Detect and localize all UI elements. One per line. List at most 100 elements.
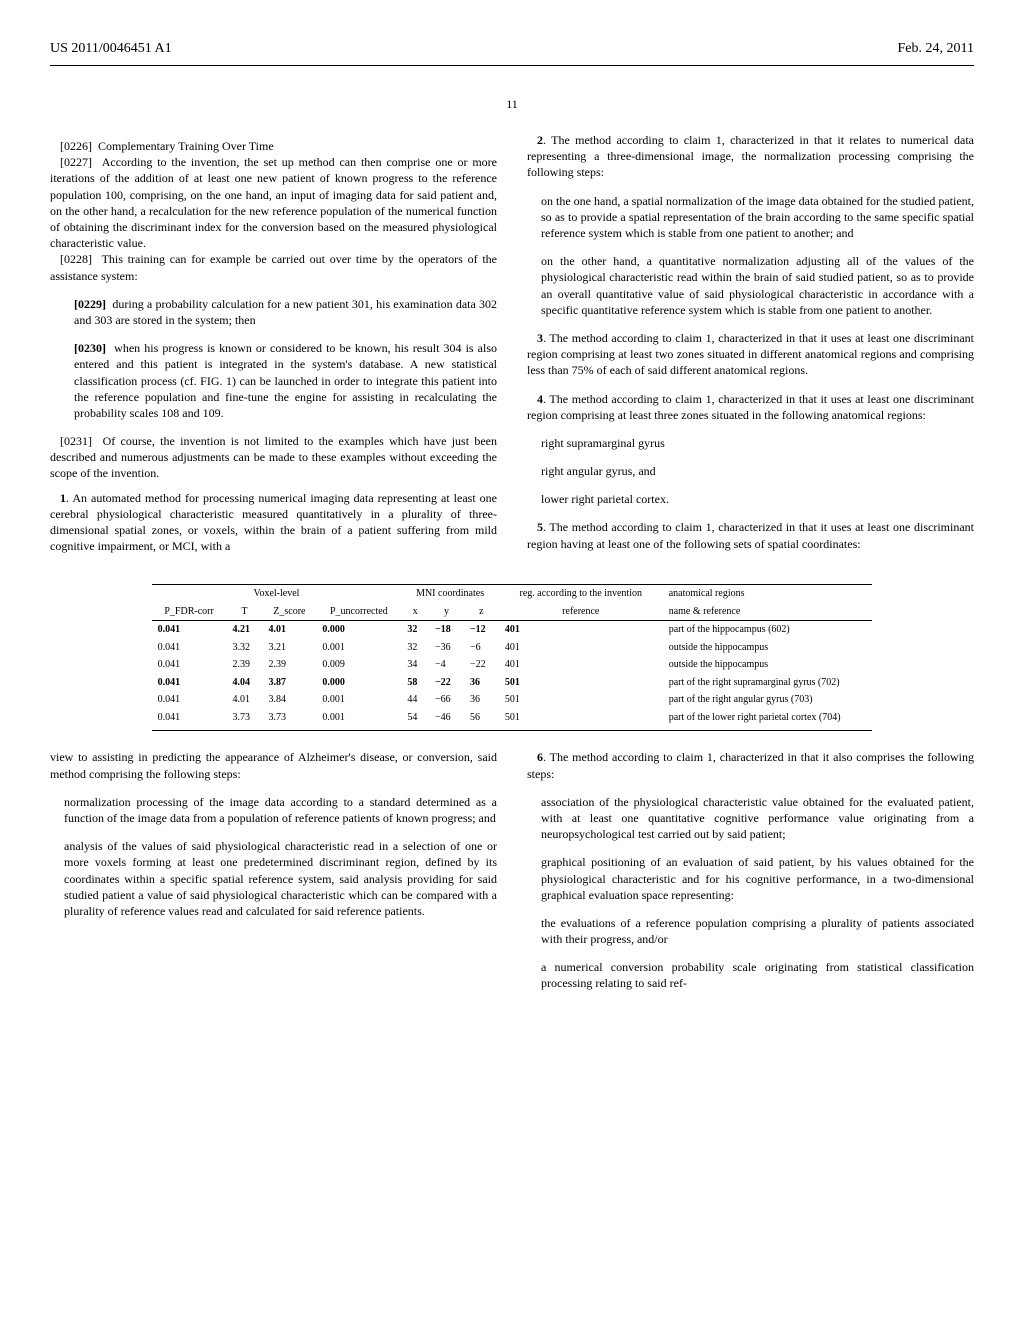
bottom-columns: view to assisting in predicting the appe… <box>50 749 974 1003</box>
th: x <box>401 603 429 621</box>
th: P_uncorrected <box>316 603 401 621</box>
claim-text: . The method according to claim 1, chara… <box>527 750 974 780</box>
table-cell: 401 <box>499 621 663 639</box>
table-cell: 3.87 <box>262 674 316 692</box>
table-cell: 44 <box>401 691 429 709</box>
para-text: during a probability calculation for a n… <box>74 297 497 327</box>
paragraph: [0228] This training can for example be … <box>50 251 497 283</box>
table-cell: 0.001 <box>316 691 401 709</box>
para-text: This training can for example be carried… <box>50 252 497 282</box>
left-col-top: [0226] Complementary Training Over Time … <box>50 132 497 566</box>
para-num: [0229] <box>74 297 106 311</box>
claim-sub: a numerical conversion probability scale… <box>541 959 974 991</box>
page-header: US 2011/0046451 A1 Feb. 24, 2011 <box>50 40 974 59</box>
para-num: [0227] <box>60 155 92 169</box>
th-group: Voxel-level <box>152 585 402 603</box>
table-cell: 32 <box>401 639 429 657</box>
table-cell: 2.39 <box>227 656 263 674</box>
claim-sub: normalization processing of the image da… <box>64 794 497 826</box>
table-cell: 401 <box>499 639 663 657</box>
claim: 1. An automated method for processing nu… <box>50 490 497 555</box>
claim5-table-container: Voxel-level MNI coordinates reg. accordi… <box>50 584 974 731</box>
table-cell: −12 <box>464 621 499 639</box>
claim-sub: right angular gyrus, and <box>541 463 974 479</box>
claim-text: . The method according to claim 1, chara… <box>527 133 974 179</box>
right-col-top: 2. The method according to claim 1, char… <box>527 132 974 566</box>
table-row: 0.0414.214.010.00032−18−12401part of the… <box>152 621 873 639</box>
table-cell: 501 <box>499 709 663 731</box>
claim-text: . The method according to claim 1, chara… <box>527 331 974 377</box>
table-cell: −22 <box>429 674 464 692</box>
table-cell: −6 <box>464 639 499 657</box>
para-text: Complementary Training Over Time <box>98 139 274 153</box>
table-cell: 0.041 <box>152 639 227 657</box>
para-num: [0228] <box>60 252 92 266</box>
claim-sub: on the other hand, a quantitative normal… <box>541 253 974 318</box>
th: y <box>429 603 464 621</box>
th-group: MNI coordinates <box>401 585 499 603</box>
claim: 2. The method according to claim 1, char… <box>527 132 974 181</box>
table-cell: outside the hippocampus <box>663 639 873 657</box>
th: T <box>227 603 263 621</box>
table-cell: 0.001 <box>316 709 401 731</box>
table-cell: 3.73 <box>262 709 316 731</box>
table-cell: 4.01 <box>227 691 263 709</box>
claim-cont: view to assisting in predicting the appe… <box>50 749 497 781</box>
th: Z_score <box>262 603 316 621</box>
table-cell: 4.21 <box>227 621 263 639</box>
th: reference <box>499 603 663 621</box>
table-cell: 501 <box>499 674 663 692</box>
table-cell: part of the lower right parietal cortex … <box>663 709 873 731</box>
table-cell: 0.041 <box>152 621 227 639</box>
table-row: 0.0414.043.870.00058−2236501part of the … <box>152 674 873 692</box>
right-col-bottom: 6. The method according to claim 1, char… <box>527 749 974 1003</box>
table-cell: −4 <box>429 656 464 674</box>
table-cell: 0.009 <box>316 656 401 674</box>
table-cell: 36 <box>464 674 499 692</box>
table-row: 0.0412.392.390.00934−4−22401outside the … <box>152 656 873 674</box>
table-cell: 0.041 <box>152 656 227 674</box>
table-cell: 0.000 <box>316 674 401 692</box>
para-num: [0226] <box>60 139 92 153</box>
table-cell: 32 <box>401 621 429 639</box>
table-row: 0.0413.733.730.00154−4656501part of the … <box>152 709 873 731</box>
left-col-bottom: view to assisting in predicting the appe… <box>50 749 497 1003</box>
table-cell: 3.73 <box>227 709 263 731</box>
para-num: [0230] <box>74 341 106 355</box>
table-cell: 34 <box>401 656 429 674</box>
table-cell: −22 <box>464 656 499 674</box>
para-text: According to the invention, the set up m… <box>50 155 497 250</box>
th-group: reg. according to the invention <box>499 585 663 603</box>
claim-sub: on the one hand, a spatial normalization… <box>541 193 974 242</box>
claim-sub: right supramarginal gyrus <box>541 435 974 451</box>
table-cell: 0.041 <box>152 691 227 709</box>
table-cell: 56 <box>464 709 499 731</box>
claim: 6. The method according to claim 1, char… <box>527 749 974 781</box>
claim-sub: association of the physiological charact… <box>541 794 974 843</box>
paragraph-sub: [0229] during a probability calculation … <box>74 296 497 328</box>
th: name & reference <box>663 603 873 621</box>
table-cell: 0.000 <box>316 621 401 639</box>
claim-text: . An automated method for processing num… <box>50 491 497 554</box>
para-text: Of course, the invention is not limited … <box>50 434 497 480</box>
table-cell: 2.39 <box>262 656 316 674</box>
paragraph-sub: [0230] when his progress is known or con… <box>74 340 497 421</box>
table-cell: 3.84 <box>262 691 316 709</box>
table-row: 0.0414.013.840.00144−6636501part of the … <box>152 691 873 709</box>
table-cell: 4.01 <box>262 621 316 639</box>
table-cell: outside the hippocampus <box>663 656 873 674</box>
table-cell: 3.21 <box>262 639 316 657</box>
coordinates-table: Voxel-level MNI coordinates reg. accordi… <box>152 584 873 731</box>
table-cell: 0.041 <box>152 709 227 731</box>
claim: 4. The method according to claim 1, char… <box>527 391 974 423</box>
page-number: 11 <box>50 96 974 112</box>
table-cell: −36 <box>429 639 464 657</box>
table-cell: 0.041 <box>152 674 227 692</box>
table-cell: 401 <box>499 656 663 674</box>
table-cell: part of the right supramarginal gyrus (7… <box>663 674 873 692</box>
para-num: [0231] <box>60 434 92 448</box>
paragraph: [0227] According to the invention, the s… <box>50 154 497 251</box>
pub-date: Feb. 24, 2011 <box>898 40 974 59</box>
claim: 5. The method according to claim 1, char… <box>527 519 974 551</box>
table-cell: 4.04 <box>227 674 263 692</box>
